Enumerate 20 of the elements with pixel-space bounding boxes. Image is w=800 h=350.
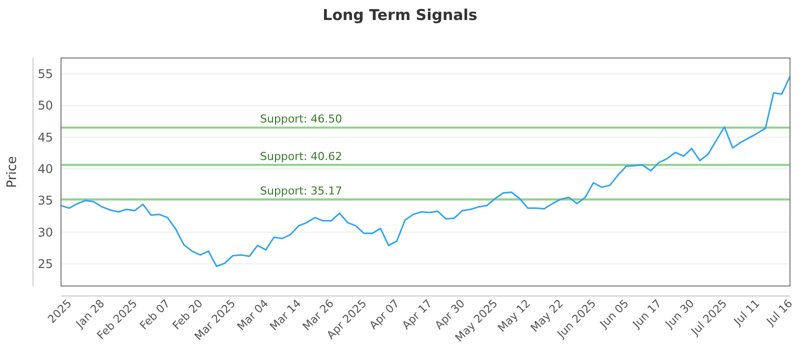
y-tick-label: 45 — [38, 130, 53, 144]
x-tick-label: Jun 17 — [630, 296, 664, 332]
line-series — [60, 76, 791, 268]
y-tick-label: 25 — [38, 257, 53, 272]
y-axis-title: Price — [5, 156, 20, 188]
y-tick-label: 50 — [38, 98, 53, 113]
x-tick-label: Jun 05 — [596, 296, 632, 332]
chart-title: Long Term Signals — [322, 6, 478, 24]
y-tick-label: 30 — [38, 225, 53, 240]
x-tick-label: Apr 17 — [400, 296, 435, 332]
y-tick-label: 35 — [38, 194, 53, 208]
y-tick-label: 40 — [38, 162, 53, 176]
x-tick-label: Apr 07 — [366, 296, 402, 332]
y-tick-label: 55 — [38, 67, 53, 82]
x-tick-label: Jul 16 — [763, 296, 796, 329]
x-tick-label: Feb 07 — [137, 296, 173, 332]
x-tick-label: Jul 11 — [730, 296, 762, 329]
ref-line-label: Support: 46.50 — [260, 112, 342, 126]
ref-line-label: Support: 35.17 — [260, 184, 342, 198]
ref-line-label: Support: 40.62 — [260, 150, 342, 163]
